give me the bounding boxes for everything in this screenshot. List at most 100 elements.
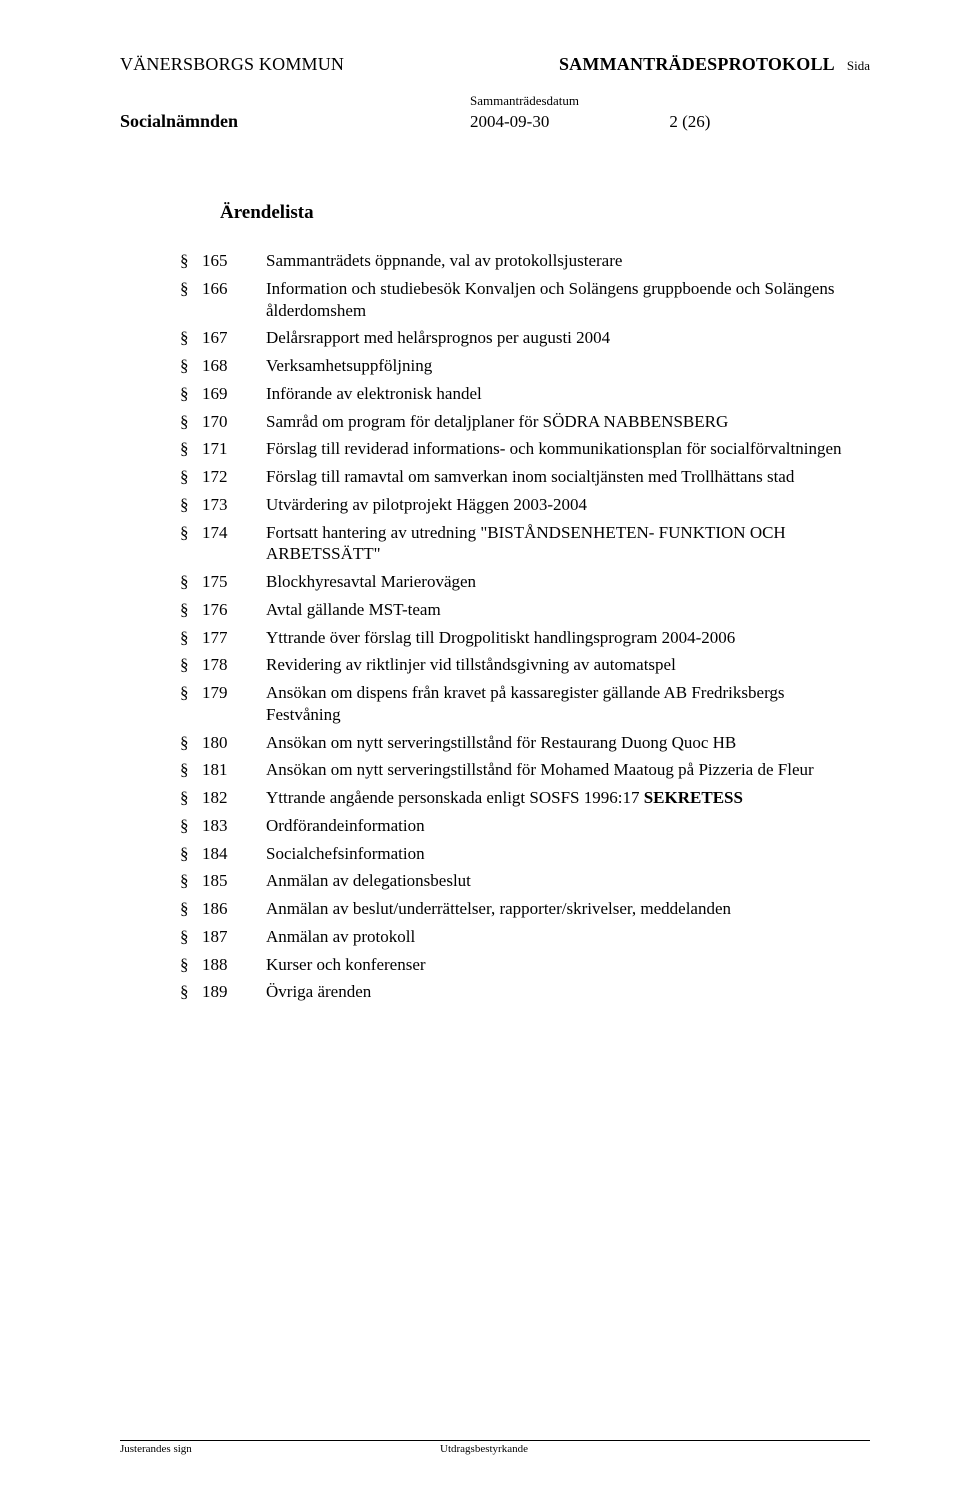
section-symbol: § [180,627,202,649]
agenda-item: §176Avtal gällande MST-team [180,599,860,621]
section-symbol: § [180,954,202,976]
item-number: 167 [202,327,266,349]
item-number: 176 [202,599,266,621]
footer-row: Justerandes sign Utdragsbestyrkande [120,1443,870,1455]
item-number: 174 [202,522,266,544]
item-description: Ansökan om dispens från kravet på kassar… [266,682,860,726]
item-description: Ansökan om nytt serveringstillstånd för … [266,732,860,754]
doc-title-wrap: SAMMANTRÄDESPROTOKOLL Sida [559,54,870,75]
date-page: 2004-09-30 2 (26) [470,112,710,132]
section-symbol: § [180,278,202,300]
footer-left: Justerandes sign [120,1443,440,1455]
item-number: 165 [202,250,266,272]
section-symbol: § [180,250,202,272]
item-description: Verksamhetsuppföljning [266,355,860,377]
section-symbol: § [180,383,202,405]
agenda-item: §182Yttrande angående personskada enligt… [180,787,860,809]
section-symbol: § [180,926,202,948]
item-description: Anmälan av protokoll [266,926,860,948]
item-description: Anmälan av delegationsbeslut [266,870,860,892]
item-description: Yttrande angående personskada enligt SOS… [266,787,860,809]
item-number: 183 [202,815,266,837]
agenda-list: §165Sammanträdets öppnande, val av proto… [180,250,860,1003]
item-number: 187 [202,926,266,948]
item-description: Yttrande över förslag till Drogpolitiskt… [266,627,860,649]
item-number: 179 [202,682,266,704]
item-description: Sammanträdets öppnande, val av protokoll… [266,250,860,272]
section-symbol: § [180,438,202,460]
agenda-item: §188Kurser och konferenser [180,954,860,976]
section-symbol: § [180,571,202,593]
item-number: 180 [202,732,266,754]
item-number: 189 [202,981,266,1003]
agenda-item: §183Ordförandeinformation [180,815,860,837]
item-description: Avtal gällande MST-team [266,599,860,621]
section-symbol: § [180,759,202,781]
org-name: VÄNERSBORGS KOMMUN [120,54,344,75]
item-number: 177 [202,627,266,649]
item-description: Fortsatt hantering av utredning "BISTÅND… [266,522,860,566]
section-symbol: § [180,815,202,837]
agenda-item: §186Anmälan av beslut/underrättelser, ra… [180,898,860,920]
item-description: Förslag till reviderad informations- och… [266,438,860,460]
committee-name: Socialnämnden [120,111,470,132]
item-number: 170 [202,411,266,433]
item-number: 181 [202,759,266,781]
item-number: 169 [202,383,266,405]
page-counter: 2 (26) [669,112,710,132]
agenda-item: §170Samråd om program för detaljplaner f… [180,411,860,433]
agenda-item: §168Verksamhetsuppföljning [180,355,860,377]
agenda-item: §177Yttrande över förslag till Drogpolit… [180,627,860,649]
section-symbol: § [180,843,202,865]
agenda-item: §167Delårsrapport med helårsprognos per … [180,327,860,349]
item-description: Blockhyresavtal Marierovägen [266,571,860,593]
item-number: 175 [202,571,266,593]
item-number: 172 [202,466,266,488]
item-number: 178 [202,654,266,676]
agenda-item: §171Förslag till reviderad informations-… [180,438,860,460]
page: VÄNERSBORGS KOMMUN SAMMANTRÄDESPROTOKOLL… [0,0,960,1485]
item-description: Utvärdering av pilotprojekt Häggen 2003-… [266,494,860,516]
section-symbol: § [180,411,202,433]
section-symbol: § [180,732,202,754]
section-symbol: § [180,981,202,1003]
footer: Justerandes sign Utdragsbestyrkande [120,1440,870,1455]
date-label: Sammanträdesdatum [470,93,579,109]
committee-row: Socialnämnden 2004-09-30 2 (26) [120,111,870,132]
agenda-item: §165Sammanträdets öppnande, val av proto… [180,250,860,272]
section-symbol: § [180,682,202,704]
agenda-item: §175Blockhyresavtal Marierovägen [180,571,860,593]
item-description: Samråd om program för detaljplaner för S… [266,411,860,433]
item-description: Ansökan om nytt serveringstillstånd för … [266,759,860,781]
item-number: 171 [202,438,266,460]
agenda-item: §179Ansökan om dispens från kravet på ka… [180,682,860,726]
item-number: 186 [202,898,266,920]
item-number: 182 [202,787,266,809]
item-number: 166 [202,278,266,300]
agenda-item: §184Socialchefsinformation [180,843,860,865]
section-symbol: § [180,599,202,621]
item-number: 185 [202,870,266,892]
item-description: Anmälan av beslut/underrättelser, rappor… [266,898,860,920]
agenda-item: §181Ansökan om nytt serveringstillstånd … [180,759,860,781]
item-description: Kurser och konferenser [266,954,860,976]
section-symbol: § [180,870,202,892]
agenda-item: §189Övriga ärenden [180,981,860,1003]
subheader-row: Sammanträdesdatum [120,93,870,109]
item-description: Delårsrapport med helårsprognos per augu… [266,327,860,349]
item-description: Ordförandeinformation [266,815,860,837]
agenda-item: §178Revidering av riktlinjer vid tillstå… [180,654,860,676]
item-description: Förslag till ramavtal om samverkan inom … [266,466,860,488]
section-symbol: § [180,355,202,377]
agenda-item: §166Information och studiebesök Konvalje… [180,278,860,322]
agenda-item: §185Anmälan av delegationsbeslut [180,870,860,892]
item-number: 184 [202,843,266,865]
item-description: Revidering av riktlinjer vid tillståndsg… [266,654,860,676]
footer-divider [120,1440,870,1441]
doc-title: SAMMANTRÄDESPROTOKOLL [559,54,835,74]
item-description: Införande av elektronisk handel [266,383,860,405]
agenda-item: §187Anmälan av protokoll [180,926,860,948]
agenda-item: §172Förslag till ramavtal om samverkan i… [180,466,860,488]
item-number: 188 [202,954,266,976]
list-title: Ärendelista [220,202,870,224]
